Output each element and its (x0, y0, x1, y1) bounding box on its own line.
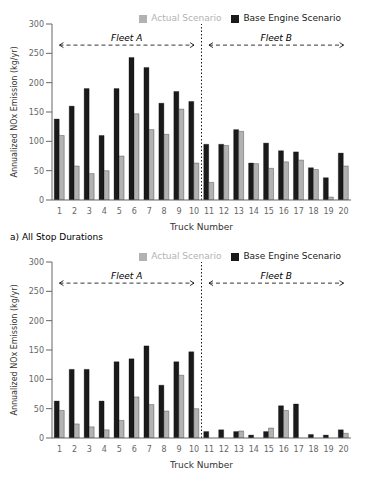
svg-text:12: 12 (219, 445, 229, 454)
svg-text:4: 4 (102, 207, 107, 216)
svg-text:16: 16 (279, 445, 289, 454)
svg-text:250: 250 (29, 49, 44, 58)
svg-text:7: 7 (147, 207, 152, 216)
svg-text:10: 10 (189, 445, 199, 454)
svg-text:150: 150 (29, 108, 44, 117)
svg-text:5: 5 (117, 445, 122, 454)
svg-text:300: 300 (29, 20, 44, 29)
html-text:Actual Scenario: Actual Scenario (151, 13, 222, 23)
svg-text:17: 17 (294, 207, 304, 216)
svg-text:3: 3 (87, 207, 92, 216)
svg-text:200: 200 (29, 79, 44, 88)
svg-text:Truck Number: Truck Number (169, 222, 233, 230)
svg-text:Annualized NOx Emission (kg/yr: Annualized NOx Emission (kg/yr) (10, 46, 19, 177)
svg-text:100: 100 (29, 137, 44, 146)
svg-text:3: 3 (87, 445, 92, 454)
svg-text:18: 18 (309, 445, 319, 454)
svg-text:9: 9 (177, 445, 182, 454)
svg-text:8: 8 (162, 207, 167, 216)
svg-text:2: 2 (72, 207, 77, 216)
html-text:a) All Stop Durations: a) All Stop Durations (10, 232, 103, 242)
svg-text:19: 19 (323, 445, 333, 454)
svg-text:8: 8 (162, 445, 167, 454)
svg-text:17: 17 (294, 445, 304, 454)
svg-text:10: 10 (189, 207, 199, 216)
svg-text:1: 1 (57, 207, 62, 216)
svg-text:7: 7 (147, 445, 152, 454)
svg-text:19: 19 (323, 207, 333, 216)
svg-text:Fleet A: Fleet A (111, 33, 142, 43)
svg-text:250: 250 (29, 287, 44, 296)
svg-text:9: 9 (177, 207, 182, 216)
svg-text:20: 20 (338, 207, 348, 216)
svg-text:Truck Number: Truck Number (169, 460, 233, 468)
svg-text:6: 6 (132, 207, 137, 216)
svg-text:15: 15 (264, 207, 274, 216)
svg-text:20: 20 (338, 445, 348, 454)
svg-text:0: 0 (39, 434, 44, 443)
svg-text:0: 0 (39, 196, 44, 205)
svg-text:300: 300 (29, 258, 44, 267)
svg-text:11: 11 (204, 207, 214, 216)
html-text:Actual Scenario: Actual Scenario (151, 251, 222, 261)
svg-text:18: 18 (309, 207, 319, 216)
html-text:Base Engine Scenario: Base Engine Scenario (243, 251, 341, 261)
html-text:Base Engine Scenario: Base Engine Scenario (243, 13, 341, 23)
svg-text:150: 150 (29, 346, 44, 355)
svg-text:Fleet A: Fleet A (111, 271, 142, 281)
svg-text:100: 100 (29, 375, 44, 384)
svg-text:Fleet B: Fleet B (261, 33, 292, 43)
svg-text:50: 50 (34, 167, 44, 176)
svg-text:200: 200 (29, 317, 44, 326)
svg-text:1: 1 (57, 445, 62, 454)
svg-text:13: 13 (234, 207, 244, 216)
svg-text:Fleet B: Fleet B (261, 271, 292, 281)
svg-text:14: 14 (249, 207, 259, 216)
svg-text:12: 12 (219, 207, 229, 216)
svg-text:14: 14 (249, 445, 259, 454)
svg-text:13: 13 (234, 445, 244, 454)
svg-text:11: 11 (204, 445, 214, 454)
svg-text:16: 16 (279, 207, 289, 216)
svg-text:50: 50 (34, 405, 44, 414)
svg-text:Annualized NOx Emission (kg/yr: Annualized NOx Emission (kg/yr) (10, 284, 19, 415)
svg-text:5: 5 (117, 207, 122, 216)
svg-text:2: 2 (72, 445, 77, 454)
svg-text:4: 4 (102, 445, 107, 454)
svg-text:6: 6 (132, 445, 137, 454)
svg-text:15: 15 (264, 445, 274, 454)
